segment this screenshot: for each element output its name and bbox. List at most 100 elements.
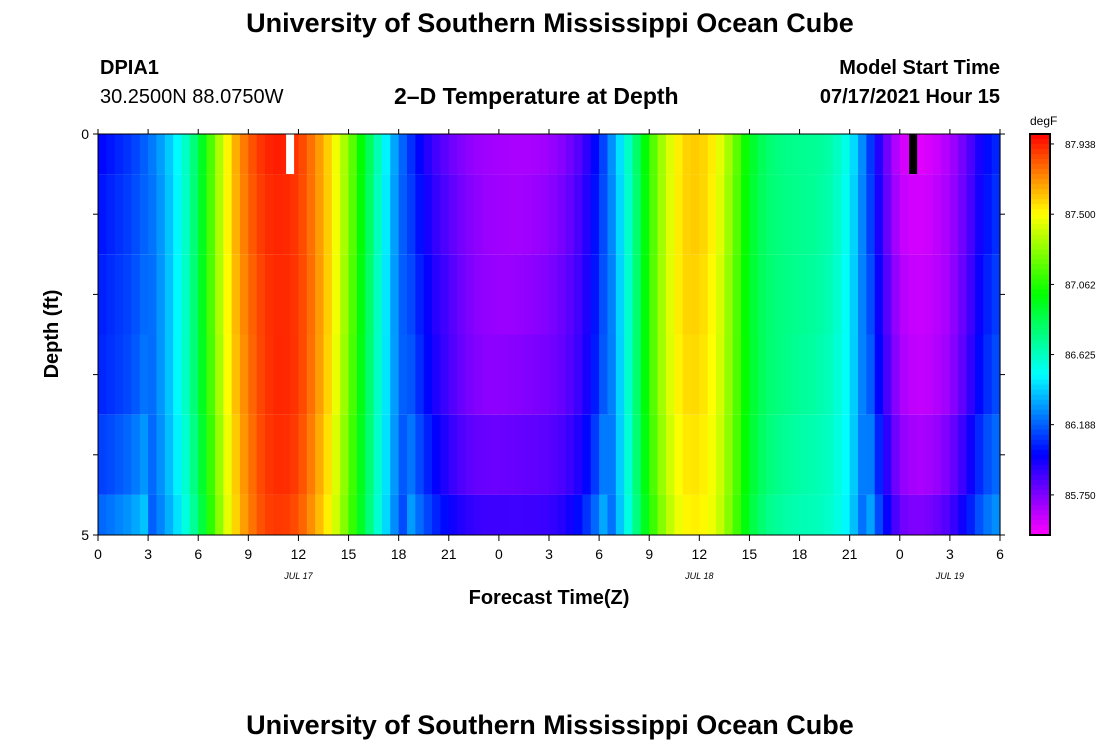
colorbar-segment — [1030, 434, 1050, 441]
heatmap-cell — [381, 174, 391, 255]
heatmap-cell — [682, 494, 692, 535]
heatmap-cell — [148, 174, 158, 255]
heatmap-cell — [891, 334, 901, 415]
heatmap-cell — [173, 494, 183, 535]
colorbar-segment — [1030, 289, 1050, 295]
heatmap-cell — [832, 254, 842, 335]
heatmap-cell — [866, 174, 876, 255]
heatmap-cell — [924, 334, 934, 415]
heatmap-cell — [958, 134, 968, 175]
heatmap-cell — [699, 334, 709, 415]
heatmap-cell — [874, 174, 884, 255]
heatmap-cell — [841, 254, 851, 335]
heatmap-cell — [131, 174, 141, 255]
x-tick-label: 21 — [842, 546, 858, 562]
heatmap-cell — [899, 254, 909, 335]
heatmap-cell — [974, 134, 984, 175]
heatmap-cell — [908, 494, 918, 535]
heatmap-cell — [949, 174, 959, 255]
heatmap-cell — [381, 334, 391, 415]
heatmap-cell — [849, 134, 859, 175]
heatmap-cell — [632, 414, 642, 495]
heatmap-cell — [924, 134, 934, 175]
heatmap-cell — [916, 334, 926, 415]
heatmap-cell — [716, 494, 725, 535]
heatmap-cell — [858, 134, 867, 175]
colorbar-segment — [1030, 354, 1050, 361]
heatmap-cell — [974, 174, 984, 255]
heatmap-cell — [290, 254, 300, 335]
heatmap-cell — [866, 254, 876, 335]
heatmap-cell — [123, 134, 133, 175]
heatmap-cell — [674, 414, 684, 495]
heatmap-cell — [281, 494, 291, 535]
heatmap-cell — [465, 174, 475, 255]
heatmap-cell — [632, 254, 642, 335]
heatmap-cell — [891, 254, 901, 335]
heatmap-cell — [874, 134, 884, 175]
heatmap-cell — [323, 134, 333, 175]
heatmap-cell — [164, 134, 174, 175]
heatmap-cell — [732, 174, 742, 255]
heatmap-cell — [849, 414, 859, 495]
station-location: 30.2500N 88.0750W — [100, 86, 284, 108]
heatmap-cell — [432, 174, 442, 255]
heatmap-cell — [665, 414, 675, 495]
heatmap-cell — [958, 254, 968, 335]
heatmap-cell — [139, 334, 149, 415]
heatmap-cell — [565, 254, 575, 335]
heatmap-cell — [448, 174, 458, 255]
heatmap-cell — [407, 494, 416, 535]
heatmap-cell — [390, 494, 400, 535]
heatmap-cell — [599, 134, 609, 175]
heatmap-cell — [265, 174, 274, 255]
heatmap-cell — [540, 494, 550, 535]
heatmap-cell — [490, 254, 500, 335]
heatmap-cell — [407, 134, 416, 175]
heatmap-cell — [239, 174, 249, 255]
heatmap-cell — [924, 174, 934, 255]
heatmap-cell — [665, 494, 675, 535]
heatmap-cell — [465, 254, 475, 335]
heatmap-cell — [498, 134, 508, 175]
heatmap-cell — [507, 134, 517, 175]
heatmap-cell — [515, 174, 525, 255]
heatmap-cell — [649, 254, 659, 335]
heatmap-cell — [407, 174, 416, 255]
heatmap-cell — [624, 494, 634, 535]
heatmap-cell — [440, 174, 450, 255]
heatmap-cell — [866, 414, 876, 495]
colorbar-segment — [1030, 144, 1050, 150]
heatmap-cell — [114, 174, 124, 255]
heatmap-cell — [457, 414, 467, 495]
x-tick-label: 0 — [896, 546, 904, 562]
heatmap-cell — [891, 174, 901, 255]
heatmap-cell — [599, 174, 609, 255]
heatmap-cell — [440, 414, 450, 495]
colorbar-segment — [1030, 384, 1050, 391]
heatmap-cell — [356, 174, 366, 255]
heatmap-cell — [490, 174, 500, 255]
heatmap-cell — [640, 134, 650, 175]
heatmap-cell — [482, 174, 492, 255]
heatmap-cell — [858, 494, 867, 535]
heatmap-cell — [356, 414, 366, 495]
heatmap-cell — [457, 254, 467, 335]
heatmap-cell — [373, 134, 383, 175]
x-tick-label: 15 — [341, 546, 357, 562]
heatmap-cell — [699, 134, 709, 175]
heatmap-cell — [306, 414, 316, 495]
heatmap-cell — [582, 134, 592, 175]
heatmap-cell — [290, 494, 300, 535]
heatmap-cell — [231, 174, 241, 255]
y-tick-label: 0 — [81, 126, 89, 142]
heatmap-cell — [507, 334, 517, 415]
heatmap-cell — [415, 414, 425, 495]
heatmap-cell — [916, 494, 926, 535]
heatmap-cell — [640, 174, 650, 255]
heatmap-cell — [214, 414, 224, 495]
heatmap-cell — [716, 254, 725, 335]
colorbar-segment — [1030, 179, 1050, 185]
heatmap-cell — [415, 174, 425, 255]
heatmap-cell — [732, 414, 742, 495]
